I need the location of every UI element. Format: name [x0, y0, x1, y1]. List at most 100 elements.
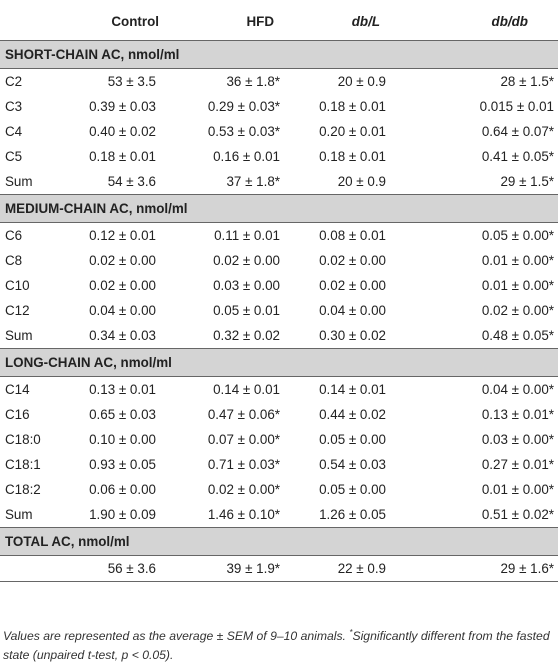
cell-dbdb: 0.01 ± 0.00*	[481, 253, 554, 268]
cell-hfd: 39 ± 1.9*	[177, 555, 304, 582]
cell-control: 0.18 ± 0.01	[89, 149, 156, 164]
row-label: C18:2	[5, 482, 41, 497]
row-label: C16	[5, 407, 30, 422]
cell-control: 0.02 ± 0.00	[89, 253, 156, 268]
cell-dbl: 0.14 ± 0.01	[319, 382, 386, 397]
cell-control: 54 ± 3.6	[107, 174, 156, 189]
table-row: C3 0.39 ± 0.03 0.29 ± 0.03* 0.18 ± 0.01 0.01…	[0, 94, 558, 119]
table-row: C2 53 ± 3.5 36 ± 1.8* 20 ± 0.9 28 ± 1.5*	[0, 69, 558, 95]
row-label: C18:0	[5, 432, 41, 447]
row-label: C3	[5, 99, 23, 114]
table-row: C18:0 0.10 ± 0.00 0.07 ± 0.00* 0.05 ± 0.00 0…	[0, 427, 558, 452]
cell-dbdb: 0.13 ± 0.01*	[481, 407, 554, 422]
cell-dbdb: 0.01 ± 0.00*	[481, 482, 554, 497]
section-header-row: LONG-CHAIN AC, nmol/ml	[0, 348, 558, 377]
row-label: C14	[5, 382, 30, 397]
cell-dbdb: 0.51 ± 0.02*	[481, 507, 554, 522]
cell-dbdb: 28 ± 1.5*	[500, 74, 554, 89]
cell-hfd: 0.32 ± 0.02	[213, 328, 280, 343]
cell-control: 0.04 ± 0.00	[89, 303, 156, 318]
table-row: C4 0.40 ± 0.02 0.53 ± 0.03* 0.20 ± 0.01 0.64…	[0, 119, 558, 144]
cell-control: 1.90 ± 0.09	[89, 507, 156, 522]
row-label	[0, 555, 60, 582]
acylcarnitine-table: Control HFD db/L db/db SHORT-CHAIN AC, n…	[0, 2, 558, 582]
cell-dbl: 0.02 ± 0.00	[319, 253, 386, 268]
row-label: C12	[5, 303, 30, 318]
cell-hfd: 0.03 ± 0.00	[213, 278, 280, 293]
table-row: 56 ± 3.6 39 ± 1.9* 22 ± 0.9 29 ± 1.6*	[0, 555, 558, 582]
cell-control: 56 ± 3.6	[60, 555, 177, 582]
row-label: Sum	[5, 507, 33, 522]
cell-dbl: 1.26 ± 0.05	[319, 507, 386, 522]
cell-dbdb: 29 ± 1.6*	[411, 555, 558, 582]
cell-control: 0.12 ± 0.01	[89, 228, 156, 243]
cell-dbdb: 29 ± 1.5*	[500, 174, 554, 189]
cell-hfd: 0.16 ± 0.01	[213, 149, 280, 164]
section-title: SHORT-CHAIN AC, nmol/ml	[0, 40, 558, 69]
cell-control: 0.93 ± 0.05	[89, 457, 156, 472]
header-dbl: db/L	[304, 2, 411, 41]
table-row: C6 0.12 ± 0.01 0.11 ± 0.01 0.08 ± 0.01 0.05 …	[0, 223, 558, 249]
cell-dbdb: 0.48 ± 0.05*	[481, 328, 554, 343]
table-row: C14 0.13 ± 0.01 0.14 ± 0.01 0.14 ± 0.01 0.04…	[0, 377, 558, 403]
table-row: C18:2 0.06 ± 0.00 0.02 ± 0.00* 0.05 ± 0.00 0…	[0, 477, 558, 502]
table-body: SHORT-CHAIN AC, nmol/ml C2 53 ± 3.5 36 ± 1.…	[0, 40, 558, 582]
footnote: Values are represented as the average ± …	[3, 628, 550, 663]
cell-dbdb: 0.04 ± 0.00*	[481, 382, 554, 397]
cell-dbl: 0.20 ± 0.01	[319, 124, 386, 139]
cell-control: 0.10 ± 0.00	[89, 432, 156, 447]
cell-control: 0.65 ± 0.03	[89, 407, 156, 422]
cell-dbdb: 0.01 ± 0.00*	[481, 278, 554, 293]
cell-dbl: 0.05 ± 0.00	[319, 432, 386, 447]
section-header-row: MEDIUM-CHAIN AC, nmol/ml	[0, 194, 558, 223]
cell-dbl: 20 ± 0.9	[337, 174, 386, 189]
header-dbdb: db/db	[411, 2, 558, 41]
header-hfd: HFD	[177, 2, 304, 41]
cell-hfd: 0.71 ± 0.03*	[207, 457, 280, 472]
table-row: Sum 0.34 ± 0.03 0.32 ± 0.02 0.30 ± 0.02 0.48…	[0, 323, 558, 349]
cell-dbl: 0.18 ± 0.01	[319, 99, 386, 114]
cell-dbl: 0.30 ± 0.02	[319, 328, 386, 343]
table-row: Sum 1.90 ± 0.09 1.46 ± 0.10* 1.26 ± 0.05 0.5…	[0, 502, 558, 528]
cell-hfd: 0.53 ± 0.03*	[207, 124, 280, 139]
cell-hfd: 0.02 ± 0.00	[213, 253, 280, 268]
cell-dbl: 0.18 ± 0.01	[319, 149, 386, 164]
cell-control: 0.39 ± 0.03	[89, 99, 156, 114]
cell-dbl: 0.44 ± 0.02	[319, 407, 386, 422]
table-row: C16 0.65 ± 0.03 0.47 ± 0.06* 0.44 ± 0.02 0.1…	[0, 402, 558, 427]
cell-hfd: 36 ± 1.8*	[226, 74, 280, 89]
cell-hfd: 0.05 ± 0.01	[213, 303, 280, 318]
cell-dbl: 22 ± 0.9	[304, 555, 411, 582]
cell-dbdb: 0.64 ± 0.07*	[481, 124, 554, 139]
header-blank	[0, 2, 60, 41]
cell-dbdb: 0.27 ± 0.01*	[481, 457, 554, 472]
cell-dbl: 0.54 ± 0.03	[319, 457, 386, 472]
cell-dbdb: 0.015 ± 0.01	[479, 99, 554, 114]
row-label: Sum	[5, 328, 33, 343]
row-label: C6	[5, 228, 23, 243]
cell-dbdb: 0.41 ± 0.05*	[481, 149, 554, 164]
row-label: C5	[5, 149, 23, 164]
row-label: C18:1	[5, 457, 41, 472]
cell-hfd: 0.07 ± 0.00*	[207, 432, 280, 447]
cell-control: 0.06 ± 0.00	[89, 482, 156, 497]
section-header-row: SHORT-CHAIN AC, nmol/ml	[0, 40, 558, 69]
cell-dbl: 0.05 ± 0.00	[319, 482, 386, 497]
row-label: C4	[5, 124, 23, 139]
section-title: TOTAL AC, nmol/ml	[0, 527, 558, 556]
cell-dbl: 20 ± 0.9	[337, 74, 386, 89]
cell-dbl: 0.02 ± 0.00	[319, 278, 386, 293]
cell-control: 0.40 ± 0.02	[89, 124, 156, 139]
cell-dbl: 0.04 ± 0.00	[319, 303, 386, 318]
table-row: C5 0.18 ± 0.01 0.16 ± 0.01 0.18 ± 0.01 0.41 …	[0, 144, 558, 169]
row-label: C8	[5, 253, 23, 268]
table-row: C10 0.02 ± 0.00 0.03 ± 0.00 0.02 ± 0.00 0.01…	[0, 273, 558, 298]
cell-dbdb: 0.05 ± 0.00*	[481, 228, 554, 243]
table-row: C8 0.02 ± 0.00 0.02 ± 0.00 0.02 ± 0.00 0.01 …	[0, 248, 558, 273]
cell-dbdb: 0.03 ± 0.00*	[481, 432, 554, 447]
row-label: C2	[5, 74, 23, 89]
table-row: C18:1 0.93 ± 0.05 0.71 ± 0.03* 0.54 ± 0.03 0…	[0, 452, 558, 477]
header-row: Control HFD db/L db/db	[0, 2, 558, 41]
cell-control: 0.02 ± 0.00	[89, 278, 156, 293]
cell-hfd: 0.11 ± 0.01	[214, 228, 280, 243]
